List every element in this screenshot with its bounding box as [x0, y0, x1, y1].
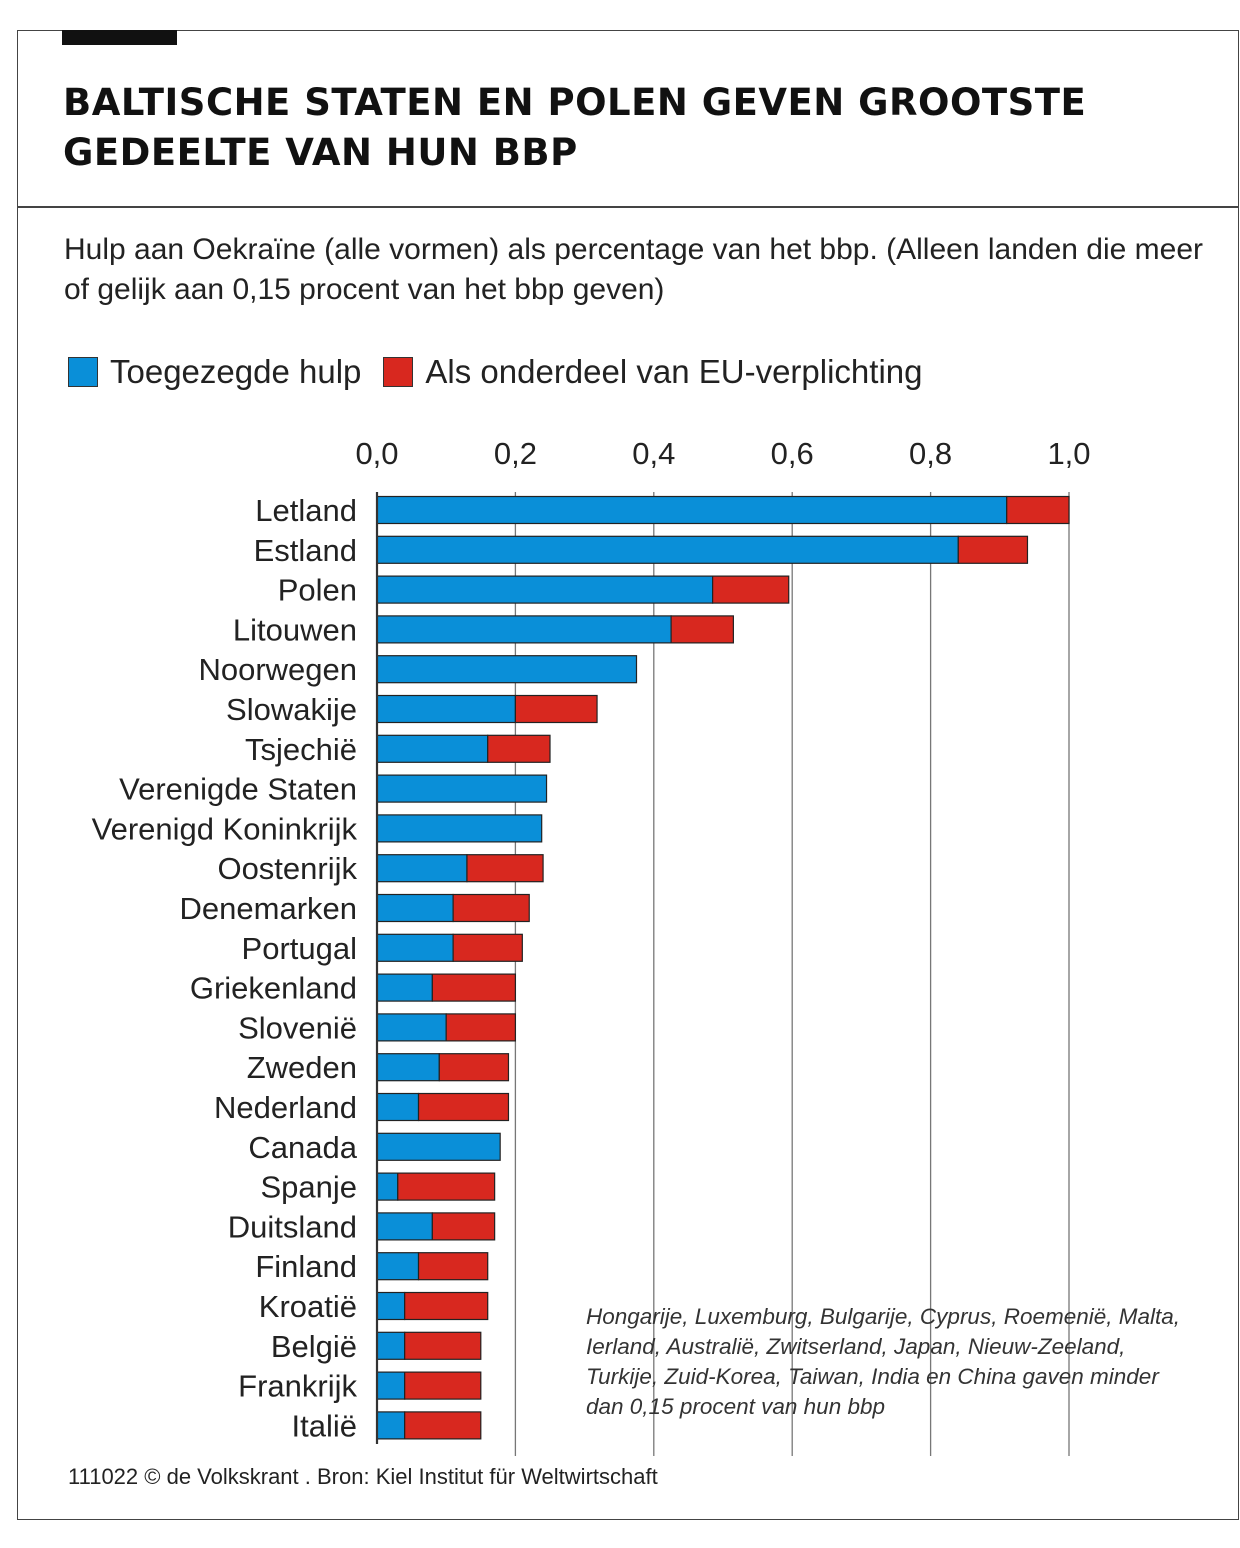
- bar-eu: [452, 933, 523, 962]
- y-category-label: Tsjechië: [245, 732, 357, 767]
- y-category-label: Slovenië: [238, 1010, 357, 1045]
- source-footer: 111022 © de Volkskrant . Bron: Kiel Inst…: [68, 1464, 658, 1489]
- bar-committed: [376, 655, 638, 684]
- bar-eu: [670, 615, 734, 644]
- y-category-label: Verenigd Koninkrijk: [92, 811, 358, 846]
- title-divider: [17, 206, 1239, 208]
- bar-committed: [376, 1331, 406, 1360]
- legend-label-eu: Als onderdeel van EU-verplichting: [425, 353, 923, 390]
- bar-committed: [376, 1411, 406, 1440]
- bar-committed: [376, 1092, 420, 1122]
- bar-eu: [438, 1053, 510, 1082]
- bar-committed: [376, 1132, 501, 1161]
- y-category-label: Kroatië: [259, 1289, 357, 1324]
- bar-eu: [514, 694, 598, 724]
- bar-eu: [487, 734, 551, 763]
- bar-committed: [376, 774, 548, 803]
- bar-committed: [376, 575, 714, 604]
- header-tab-bar: [62, 30, 177, 45]
- x-tick-label: 0,6: [771, 436, 814, 471]
- legend: Toegezegde hulp Als onderdeel van EU-ver…: [68, 350, 945, 394]
- legend-swatch-committed: [68, 357, 98, 387]
- y-category-label: Spanje: [260, 1170, 357, 1205]
- x-tick-label: 1,0: [1047, 436, 1090, 471]
- bar-eu: [417, 1252, 489, 1281]
- x-tick-label: 0,8: [909, 436, 952, 471]
- bar-committed: [376, 1252, 420, 1281]
- y-category-label: Letland: [255, 493, 357, 528]
- legend-item-eu: Als onderdeel van EU-verplichting: [383, 353, 923, 391]
- y-category-label: Oostenrijk: [217, 851, 357, 886]
- y-category-label: Portugal: [242, 931, 357, 966]
- chart-frame: [17, 30, 1239, 1520]
- y-category-label: Italië: [292, 1408, 357, 1443]
- y-category-label: Frankrijk: [238, 1369, 357, 1404]
- bar-eu: [1006, 495, 1070, 525]
- bar-committed: [376, 615, 672, 644]
- chart-title: BALTISCHE STATEN EN POLEN GEVEN GROOTSTE…: [63, 81, 1087, 174]
- y-category-label: Canada: [248, 1130, 357, 1165]
- bar-eu: [466, 854, 544, 883]
- bar-committed: [376, 1212, 433, 1241]
- legend-item-committed: Toegezegde hulp: [68, 353, 361, 391]
- y-category-label: Verenigde Staten: [119, 772, 357, 807]
- y-category-label: Noorwegen: [198, 652, 357, 687]
- bar-eu: [452, 893, 530, 923]
- bar-committed: [376, 893, 454, 923]
- x-tick-label: 0,0: [355, 436, 398, 471]
- x-tick-label: 0,4: [632, 436, 675, 471]
- bar-committed: [376, 694, 516, 724]
- y-category-label: Finland: [255, 1249, 357, 1284]
- bar-committed: [376, 1172, 399, 1201]
- bar-eu: [397, 1172, 496, 1201]
- y-category-label: Polen: [278, 573, 357, 608]
- bar-committed: [376, 814, 543, 843]
- bar-eu: [957, 535, 1029, 564]
- bar-eu: [431, 1212, 496, 1241]
- y-category-label: Denemarken: [180, 891, 357, 926]
- bar-committed: [376, 535, 959, 564]
- y-category-label: Estland: [254, 533, 357, 568]
- y-category-label: Litouwen: [233, 612, 357, 647]
- bar-eu: [404, 1411, 482, 1440]
- bar-eu: [404, 1291, 489, 1321]
- y-category-label: België: [271, 1329, 357, 1364]
- bar-committed: [376, 1053, 440, 1082]
- bar-eu: [404, 1331, 482, 1360]
- legend-label-committed: Toegezegde hulp: [110, 353, 362, 390]
- y-category-label: Nederland: [214, 1090, 357, 1125]
- bar-committed: [376, 734, 489, 763]
- y-category-label: Zweden: [247, 1050, 357, 1085]
- bar-committed: [376, 1013, 447, 1042]
- bar-eu: [445, 1013, 517, 1042]
- bar-committed: [376, 933, 454, 962]
- bar-eu: [404, 1371, 482, 1400]
- bar-eu: [712, 575, 790, 604]
- chart-subtitle: Hulp aan Oekraïne (alle vormen) als perc…: [64, 233, 1204, 306]
- bar-committed: [376, 854, 468, 883]
- y-category-label: Slowakije: [226, 692, 357, 727]
- bar-committed: [376, 1291, 406, 1321]
- y-category-label: Griekenland: [190, 971, 357, 1006]
- bar-committed: [376, 973, 433, 1002]
- bar-committed: [376, 1371, 406, 1400]
- bar-eu: [417, 1092, 510, 1122]
- excluded-countries-note: Hongarije, Luxemburg, Bulgarije, Cyprus,…: [586, 1304, 1181, 1419]
- legend-swatch-eu: [383, 357, 414, 387]
- bar-committed: [376, 495, 1008, 525]
- x-tick-label: 0,2: [494, 436, 537, 471]
- bar-eu: [431, 973, 516, 1002]
- y-category-label: Duitsland: [228, 1209, 357, 1244]
